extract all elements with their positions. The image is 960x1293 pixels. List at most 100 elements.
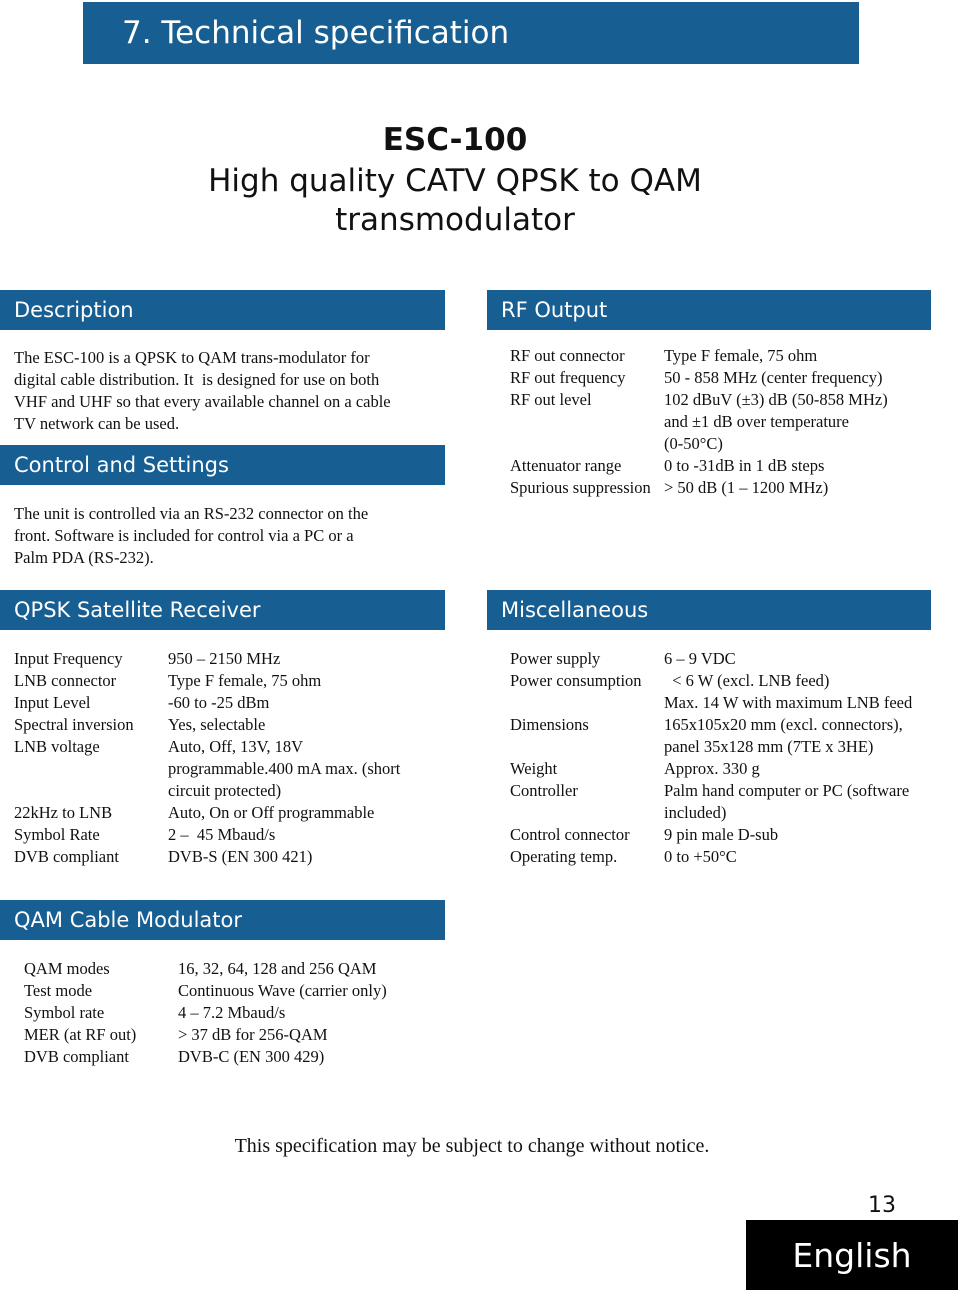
spec-row: Input Frequency 950 – 2150 MHz (14, 648, 400, 670)
spec-value-line: 16, 32, 64, 128 and 256 QAM (178, 959, 377, 978)
page-number: 13 (868, 1193, 896, 1218)
spec-label: Weight (510, 759, 558, 778)
spec-row: Control connector 9 pin male D-sub (510, 824, 912, 846)
spec-value-line: circuit protected) (168, 781, 282, 800)
text-line: TV network can be used. (14, 414, 180, 433)
spec-row: Power consumption < 6 W (excl. LNB feed)… (510, 670, 912, 714)
spec-row: QAM modes 16, 32, 64, 128 and 256 QAM (24, 958, 387, 980)
spec-row: RF out frequency 50 - 858 MHz (center fre… (510, 367, 888, 389)
spec-value-line: 4 – 7.2 Mbaud/s (178, 1003, 286, 1022)
spec-row: Operating temp. 0 to +50°C (510, 846, 912, 868)
spec-value: Type F female, 75 ohm (664, 345, 817, 367)
spec-table: Power supply 6 – 9 VDC Power consumption <… (510, 648, 912, 868)
spec-label: Power consumption (510, 671, 642, 690)
spec-row: Attenuator range 0 to -31dB in 1 dB steps (510, 455, 888, 477)
spec-value: DVB-C (EN 300 429) (178, 1046, 324, 1068)
spec-label: 22kHz to LNB (14, 803, 113, 822)
spec-value-line: and ±1 dB over temperature (664, 412, 849, 431)
text-line: High quality CATV QPSK to QAM (208, 163, 702, 199)
spec-row: Dimensions 165x105x20 mm (excl. connector… (510, 714, 912, 758)
spec-value-line: 102 dBuV (±3) dB (50-858 MHz) (664, 390, 888, 409)
spec-row: Weight Approx. 330 g (510, 758, 912, 780)
spec-table: RF out connector Type F female, 75 ohm RF … (510, 345, 888, 499)
text-line: VHF and UHF so that every available chan… (14, 392, 391, 411)
spec-label: Control connector (510, 825, 630, 844)
spec-label: Operating temp. (510, 847, 618, 866)
spec-row: LNB voltage Auto, Off, 13V, 18V programmab… (14, 736, 400, 802)
spec-value: Type F female, 75 ohm (168, 670, 321, 692)
text-line: transmodulator (335, 202, 575, 238)
spec-row: Controller Palm hand computer or PC (soft… (510, 780, 912, 824)
section-title: RF Output (487, 290, 931, 330)
spec-value: Yes, selectable (168, 714, 265, 736)
spec-value: 102 dBuV (±3) dB (50-858 MHz) and ±1 dB o… (664, 389, 888, 455)
text-line: Palm PDA (RS-232). (14, 548, 154, 567)
spec-value-line: Type F female, 75 ohm (168, 671, 322, 690)
spec-label: LNB connector (14, 671, 117, 690)
spec-value: 9 pin male D-sub (664, 824, 778, 846)
spec-label: Attenuator range (510, 456, 622, 475)
spec-row: RF out connector Type F female, 75 ohm (510, 345, 888, 367)
spec-label: QAM modes (24, 959, 110, 978)
spec-label: RF out connector (510, 346, 625, 365)
spec-value-line: Approx. 330 g (664, 759, 760, 778)
spec-value: Auto, Off, 13V, 18V programmable.400 mA m… (168, 736, 400, 802)
spec-value: -60 to -25 dBm (168, 692, 269, 714)
control-text: The unit is controlled via an RS-232 con… (14, 503, 368, 569)
spec-value-line: Max. 14 W with maximum LNB feed (664, 693, 913, 712)
spec-label: Symbol Rate (14, 825, 100, 844)
spec-row: Spurious suppression > 50 dB (1 – 1200 MH… (510, 477, 888, 499)
spec-value: 165x105x20 mm (excl. connectors), panel 3… (664, 714, 903, 758)
spec-label: RF out level (510, 390, 592, 409)
description-text: The ESC-100 is a QPSK to QAM trans-modul… (14, 347, 391, 435)
spec-value-line: 165x105x20 mm (excl. connectors), (664, 715, 903, 734)
spec-value-line: 2 – 45 Mbaud/s (168, 825, 276, 844)
spec-row: RF out level 102 dBuV (±3) dB (50-858 MHz… (510, 389, 888, 455)
text-line: The ESC-100 is a QPSK to QAM trans-modul… (14, 348, 370, 367)
spec-row: MER (at RF out) > 37 dB for 256-QAM (24, 1024, 387, 1046)
spec-value: 2 – 45 Mbaud/s (168, 824, 275, 846)
text-line: front. Software is included for control … (14, 526, 354, 545)
spec-value-line: programmable.400 mA max. (short (168, 759, 401, 778)
spec-label: Test mode (24, 981, 93, 1000)
spec-label: RF out frequency (510, 368, 626, 387)
spec-row: Power supply 6 – 9 VDC (510, 648, 912, 670)
text-line: The unit is controlled via an RS-232 con… (14, 504, 369, 523)
spec-value: DVB-S (EN 300 421) (168, 846, 312, 868)
product-subtitle: High quality CATV QPSK to QAM transmodula… (0, 162, 910, 240)
section-title: Miscellaneous (487, 590, 931, 630)
spec-value-line: Palm hand computer or PC (software (664, 781, 910, 800)
spec-value: 50 - 858 MHz (center frequency) (664, 367, 883, 389)
spec-value: 0 to +50°C (664, 846, 737, 868)
spec-label: Spurious suppression (510, 478, 651, 497)
spec-value: Palm hand computer or PC (software includ… (664, 780, 909, 824)
spec-row: LNB connector Type F female, 75 ohm (14, 670, 400, 692)
spec-label: Symbol rate (24, 1003, 105, 1022)
spec-value-line: Auto, Off, 13V, 18V (168, 737, 304, 756)
spec-value-line: < 6 W (excl. LNB feed) (664, 671, 830, 690)
spec-value: Continuous Wave (carrier only) (178, 980, 387, 1002)
spec-value-line: 9 pin male D-sub (664, 825, 779, 844)
section-title: Control and Settings (0, 445, 445, 485)
section-title: QPSK Satellite Receiver (0, 590, 445, 630)
spec-value: > 37 dB for 256-QAM (178, 1024, 328, 1046)
spec-value-line: Auto, On or Off programmable (168, 803, 375, 822)
spec-value: 0 to -31dB in 1 dB steps (664, 455, 824, 477)
spec-label: Input Level (14, 693, 91, 712)
spec-value: 4 – 7.2 Mbaud/s (178, 1002, 285, 1024)
spec-value-line: Yes, selectable (168, 715, 266, 734)
spec-value: 16, 32, 64, 128 and 256 QAM (178, 958, 376, 980)
spec-label: Power supply (510, 649, 601, 668)
spec-label: MER (at RF out) (24, 1025, 137, 1044)
spec-value: 6 – 9 VDC (664, 648, 736, 670)
spec-value-line: 0 to +50°C (664, 847, 737, 866)
spec-value-line: panel 35x128 mm (7TE x 3HE) (664, 737, 874, 756)
spec-label: LNB voltage (14, 737, 100, 756)
spec-value-line: > 50 dB (1 – 1200 MHz) (664, 478, 829, 497)
text-line: digital cable distribution. It is design… (14, 370, 380, 389)
spec-value: < 6 W (excl. LNB feed) Max. 14 W with max… (664, 670, 912, 714)
spec-row: Test mode Continuous Wave (carrier only) (24, 980, 387, 1002)
spec-label: Dimensions (510, 715, 589, 734)
spec-label: DVB compliant (14, 847, 119, 866)
